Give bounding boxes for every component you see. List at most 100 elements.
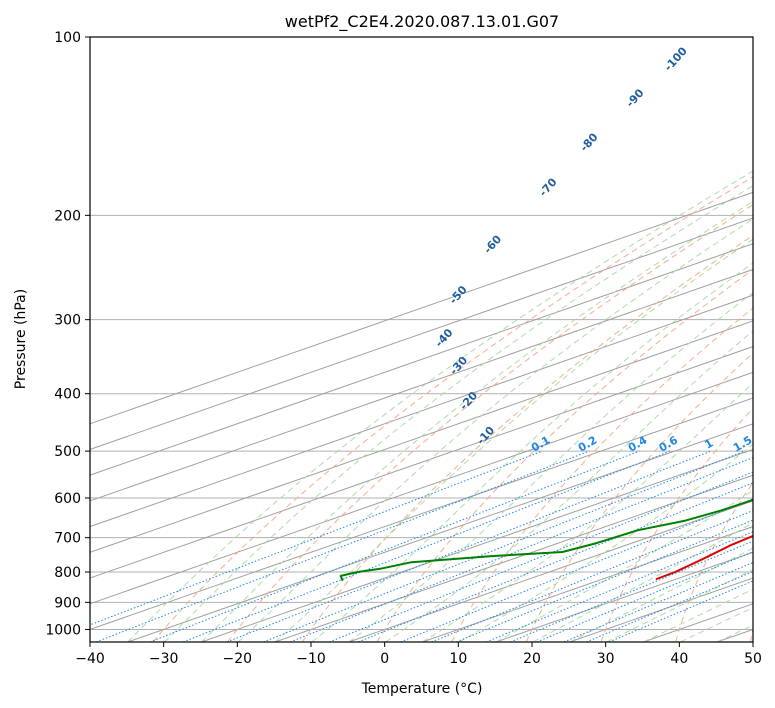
isotherm-line: [90, 294, 753, 528]
dry-adiabat-line: [152, 176, 753, 642]
moist-adiabat-line: [201, 200, 753, 642]
mixing-ratio-label: 2: [761, 437, 774, 452]
moist-adiabat-line: [458, 443, 753, 642]
x-tick-label: 30: [597, 651, 615, 667]
dry-adiabat-line: [675, 481, 753, 642]
x-tick-label: 50: [744, 651, 762, 667]
dry-adiabat-label: -10: [474, 424, 497, 448]
moist-adiabat-line: [164, 185, 753, 642]
moist-adiabat-line: [311, 262, 753, 642]
mixing-ratio-line: [263, 450, 745, 642]
mixing-ratio-line: [431, 510, 753, 642]
mixing-ratio-line: [226, 450, 711, 642]
y-axis: 100 200 300 400 500 600 700 800 900 1000: [45, 30, 90, 638]
dry-adiabat-label: -70: [537, 175, 560, 199]
dry-adiabat-line: [227, 204, 753, 642]
dry-adiabat-label: -30: [447, 354, 470, 378]
isotherm-line: [348, 500, 753, 642]
isotherm-line: [90, 217, 753, 450]
isotherm-line: [201, 448, 753, 642]
mixing-ratio-line: [182, 450, 671, 642]
x-tick-label: 10: [449, 651, 467, 667]
dry-adiabat-line: [600, 407, 753, 642]
moist-adiabat-line: [274, 238, 753, 642]
moist-adiabat-line: [385, 330, 753, 642]
mixing-ratio-line: [329, 471, 753, 642]
plot-frame: [89, 36, 754, 643]
moist-adiabat-line: [716, 624, 753, 642]
y-tick-label: 400: [54, 387, 81, 403]
x-tick-label: −40: [75, 651, 105, 667]
isotherm-line: [643, 603, 753, 642]
x-tick-label: 0: [380, 651, 389, 667]
moist-adiabat-line: [569, 547, 753, 642]
isotherm-line: [90, 346, 753, 579]
isotherm-line: [90, 320, 753, 553]
isotherm-line: [569, 577, 753, 642]
y-tick-label: 800: [54, 565, 81, 581]
isotherm-line: [90, 243, 753, 476]
mixing-ratio-line: [586, 571, 753, 642]
mixing-ratio-line: [486, 531, 753, 642]
isotherm-line: [127, 423, 753, 642]
dry-adiabat-label: -60: [481, 232, 504, 256]
moist-adiabat-line: [237, 218, 753, 642]
x-tick-label: −20: [223, 651, 253, 667]
dry-adiabat-label: -90: [624, 86, 647, 110]
y-axis-label: Pressure (hPa): [13, 289, 29, 389]
x-tick-label: 20: [523, 651, 541, 667]
x-axis-label: Temperature (°C): [361, 681, 483, 697]
dry-adiabat-label: -40: [433, 326, 456, 350]
mixing-ratio-line: [400, 498, 753, 642]
dewpoint-profile-line: [339, 498, 753, 581]
y-tick-label: 100: [54, 30, 81, 46]
isotherm-line: [90, 371, 753, 605]
moist-adiabat-lines: [127, 170, 753, 642]
x-axis: −40 −30 −20 −10 0 10 20 30 40 50: [75, 642, 762, 667]
plot-area: 0.10.20.40.611.52346810131620253036-100-…: [90, 37, 774, 642]
x-tick-label: −10: [296, 651, 326, 667]
y-tick-label: 900: [54, 595, 81, 611]
isotherm-line: [716, 628, 753, 642]
dry-adiabat-line: [376, 268, 753, 642]
dry-adiabat-label: -50: [447, 283, 470, 307]
isotherm-line: [90, 268, 753, 502]
isotherm-lines: [90, 191, 753, 642]
isotherm-line: [274, 474, 753, 642]
y-tick-label: 700: [54, 531, 81, 547]
mixing-ratio-line: [536, 551, 753, 642]
mixing-ratio-line: [149, 450, 640, 642]
mixing-ratio-line: [510, 540, 753, 642]
mixing-ratio-line: [289, 457, 753, 642]
y-tick-label: 1000: [45, 622, 81, 638]
mixing-ratio-line: [90, 450, 543, 626]
y-tick-label: 600: [54, 491, 81, 507]
background-line-labels: 0.10.20.40.611.52346810131620253036-100-…: [433, 44, 774, 454]
mixing-ratio-line: [95, 450, 590, 642]
dry-adiabat-line: [301, 234, 753, 642]
profile-series: [339, 498, 753, 581]
x-tick-label: −30: [149, 651, 179, 667]
mixing-ratio-label: 1: [702, 437, 715, 452]
y-tick-label: 200: [54, 208, 81, 224]
dry-adiabat-line: [750, 627, 753, 642]
dry-adiabat-line: [451, 307, 753, 642]
y-tick-label: 300: [54, 313, 81, 329]
mixing-ratio-line: [563, 561, 753, 642]
dry-adiabat-lines: [152, 176, 753, 642]
moist-adiabat-line: [495, 489, 753, 642]
isotherm-line: [90, 191, 753, 425]
dry-adiabat-label: -80: [578, 130, 601, 154]
isotherm-line: [422, 526, 753, 642]
mixing-ratio-line: [609, 580, 753, 642]
mixing-ratio-lines: [90, 450, 753, 642]
x-tick-label: 40: [670, 651, 688, 667]
y-tick-label: 500: [54, 444, 81, 460]
chart-title: wetPf2_C2E4.2020.087.13.01.G07: [285, 12, 559, 32]
isotherm-line: [495, 551, 753, 642]
isobar-lines: [90, 37, 753, 630]
moist-adiabat-line: [643, 588, 753, 642]
moist-adiabat-line: [606, 569, 753, 642]
dry-adiabat-line: [525, 352, 753, 642]
